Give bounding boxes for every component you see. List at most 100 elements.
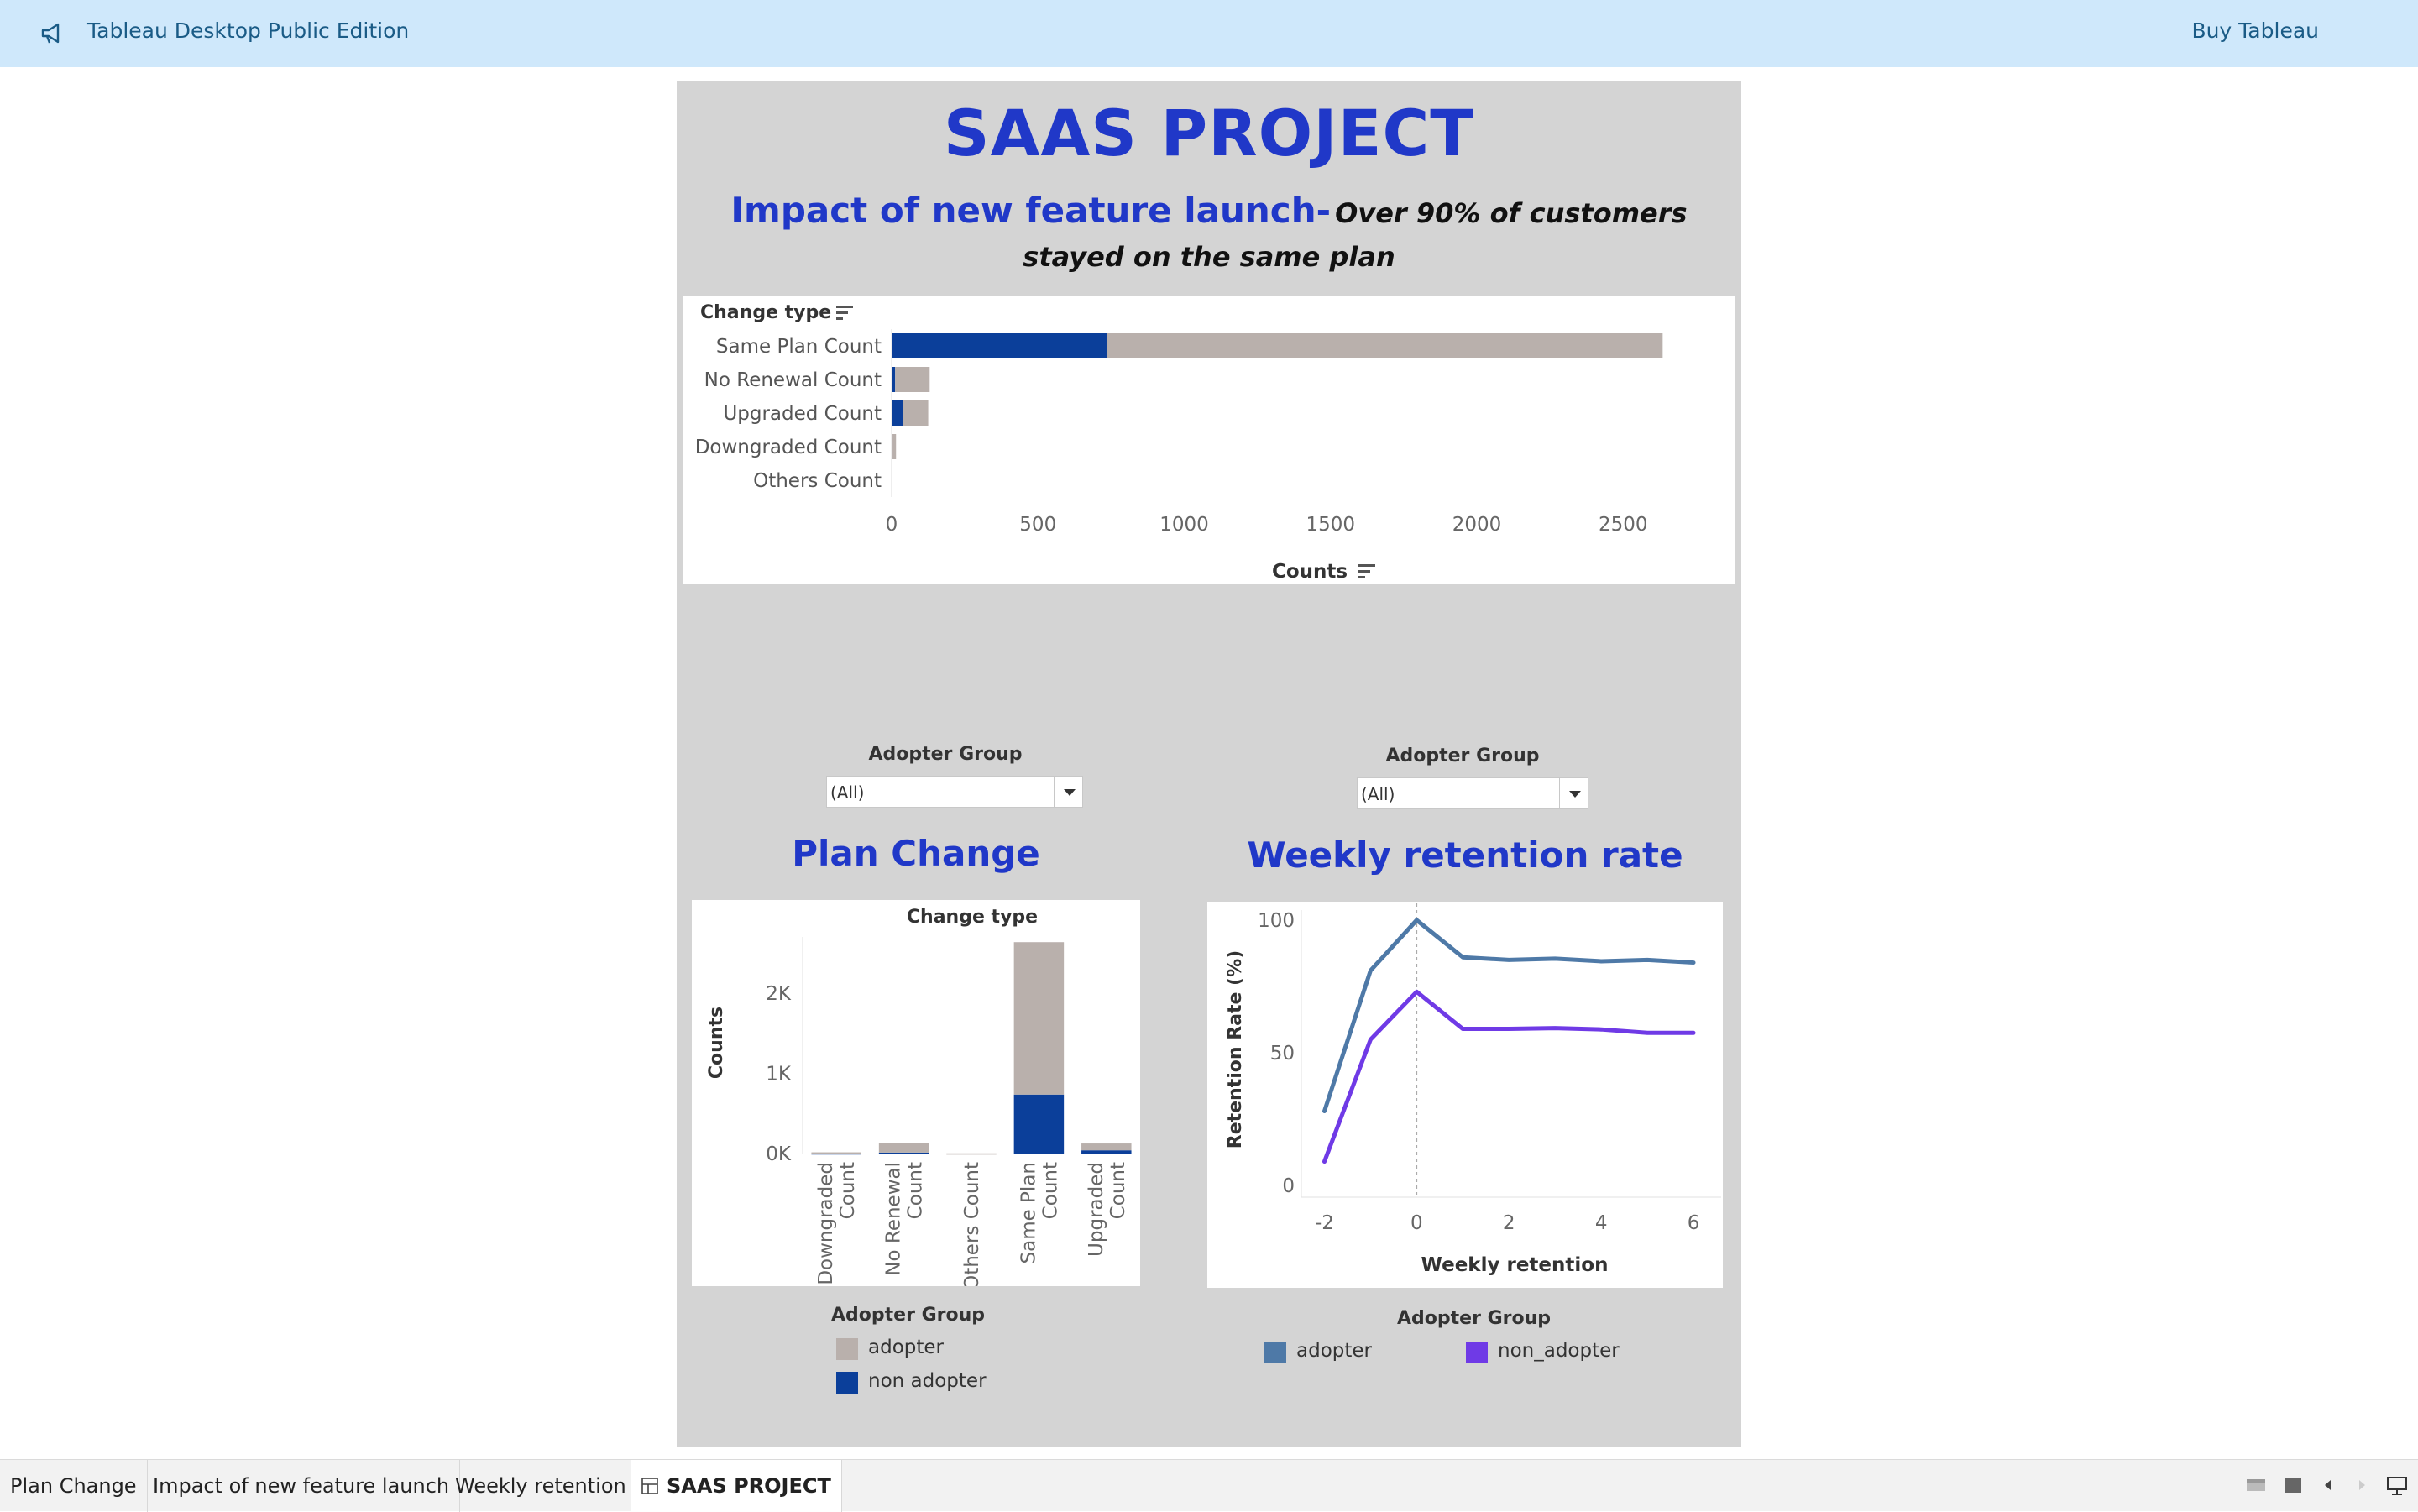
dashboard: SAAS PROJECT Impact of new feature launc… (677, 81, 1741, 1447)
bar-adopter-downgraded-count[interactable] (811, 1152, 861, 1154)
tab-label: Impact of new feature launch (153, 1474, 450, 1498)
bar-adopter-same-plan-count[interactable] (1107, 333, 1663, 358)
presentation-icon[interactable] (2386, 1474, 2408, 1496)
tab-plan-change[interactable]: Plan Change (0, 1460, 148, 1512)
sheet-tab-bar: Plan Change Impact of new feature launch… (0, 1459, 2418, 1512)
weekly-retention-axis-label: Weekly retention (1421, 1254, 1609, 1276)
category-label-no-renewal-count: No Renewal Count (704, 369, 882, 391)
legend-swatch (836, 1338, 858, 1360)
dropdown-value: (All) (1361, 784, 1395, 804)
category-label-line: Count (1039, 1162, 1061, 1219)
app-title: Tableau Desktop Public Edition (87, 18, 410, 43)
sort-icon[interactable] (836, 306, 853, 320)
category-label-line: Same Plan (1018, 1162, 1039, 1264)
weekly-retention-line-chart[interactable]: Retention Rate (%) 0 50 100 -2 0 2 4 6 Weekly … (1207, 902, 1723, 1288)
series-line-non-adopter[interactable] (1322, 989, 1696, 1164)
adopter-group-dropdown[interactable]: (All) (826, 776, 1083, 808)
y-tick-label: 1K (766, 1063, 792, 1085)
impact-bar-chart[interactable]: Change type Same Plan Count No Renewal Co… (683, 296, 1735, 584)
chevron-down-icon[interactable] (1559, 778, 1588, 808)
bar-non-adopter-upgraded-count[interactable] (1081, 1150, 1132, 1154)
legend-label: adopter (1296, 1340, 1372, 1362)
legend-item-adopter[interactable]: adopter (1264, 1340, 1432, 1363)
category-label-line: Count (1107, 1162, 1129, 1219)
tab-weekly-retention[interactable]: Weekly retention (445, 1460, 637, 1512)
sheet-icon[interactable] (2282, 1474, 2304, 1496)
y-tick-label: 0 (1282, 1175, 1295, 1197)
y-tick-label: 100 (1258, 910, 1295, 932)
impact-chart-panel[interactable]: Change type Same Plan Count No Renewal Co… (683, 296, 1735, 584)
bar-adopter-no-renewal-count[interactable] (895, 367, 930, 392)
counts-axis-label: Counts (706, 1007, 727, 1079)
bar-non-adopter-no-renewal-count[interactable] (892, 367, 896, 392)
chevron-down-icon[interactable] (1054, 777, 1082, 807)
x-tick-label: 2000 (1452, 514, 1502, 536)
x-tick-label: 0 (886, 514, 898, 536)
category-label-upgraded-count: Upgraded Count (723, 403, 882, 425)
weekly-legend-title: Adopter Group (1397, 1308, 1552, 1329)
category-label-same-plan-count: Same Plan Count (716, 336, 882, 358)
plan-change-title: Plan Change (792, 833, 1040, 874)
legend-swatch (1264, 1342, 1286, 1363)
category-label-line: Upgraded (1086, 1162, 1107, 1257)
legend-label: non_adopter (1498, 1340, 1620, 1362)
megaphone-icon[interactable] (40, 22, 65, 45)
x-tick-label: 2 (1503, 1212, 1515, 1234)
tab-label: Weekly retention (455, 1474, 626, 1498)
category-label-downgraded-count: Downgraded Count (695, 437, 882, 458)
category-label-downgraded-count: Downgraded Count (815, 1162, 859, 1285)
bar-non-adopter-upgraded-count[interactable] (892, 400, 903, 426)
dashboard-subtitle: Impact of new feature launch- Over 90% o… (677, 191, 1741, 281)
bar-adopter-upgraded-count[interactable] (1081, 1143, 1132, 1151)
change-type-header: Change type (907, 907, 1038, 928)
tab-saas-project[interactable]: SAAS PROJECT (631, 1460, 842, 1512)
subtitle-note: Over 90% of customers stayed on the same… (1023, 197, 1688, 273)
weekly-retention-title: Weekly retention rate (1247, 834, 1683, 876)
x-tick-label: 1500 (1306, 514, 1356, 536)
y-tick-label: 50 (1270, 1043, 1295, 1065)
series-line-adopter[interactable] (1322, 918, 1696, 1114)
retention-rate-axis-label: Retention Rate (%) (1225, 950, 1246, 1149)
next-icon[interactable] (2351, 1474, 2373, 1496)
buy-tableau-link[interactable]: Buy Tableau (2191, 18, 2319, 43)
bar-non-adopter-downgraded-count[interactable] (811, 1153, 861, 1155)
adopter-group-dropdown[interactable]: (All) (1357, 777, 1588, 809)
bar-adopter-no-renewal-count[interactable] (878, 1143, 929, 1153)
legend-item-non-adopter[interactable]: non_adopter (1466, 1340, 1651, 1363)
layout-icon[interactable] (2245, 1474, 2267, 1496)
legend-item-adopter[interactable]: adopter (836, 1337, 1021, 1360)
dashboard-icon (641, 1478, 658, 1494)
bar-adopter-upgraded-count[interactable] (903, 400, 929, 426)
category-label-line: Others Count (961, 1162, 983, 1286)
x-tick-label: -2 (1315, 1212, 1334, 1234)
weekly-retention-panel[interactable]: Retention Rate (%) 0 50 100 -2 0 2 4 6 Weekly … (1207, 902, 1723, 1288)
bar-non-adopter-no-renewal-count[interactable] (878, 1152, 929, 1154)
bar-adopter-downgraded-count[interactable] (892, 434, 897, 459)
category-label-others-count: Others Count (753, 470, 882, 492)
adopter-group-filter-label: Adopter Group (868, 744, 1023, 765)
bar-adopter-same-plan-count[interactable] (1013, 942, 1065, 1095)
counts-axis-label: Counts (1272, 561, 1348, 583)
prev-icon[interactable] (2317, 1474, 2339, 1496)
legend-item-non-adopter[interactable]: non adopter (836, 1370, 1021, 1394)
bar-non-adopter-same-plan-count[interactable] (1013, 1094, 1065, 1154)
tab-label: SAAS PROJECT (667, 1474, 831, 1498)
category-label-line: Count (837, 1162, 859, 1219)
y-tick-label: 0K (766, 1143, 792, 1165)
tab-label: Plan Change (10, 1474, 137, 1498)
bar-non-adopter-same-plan-count[interactable] (892, 333, 1107, 358)
sort-icon[interactable] (1358, 564, 1375, 578)
plan-change-panel[interactable]: Change type Counts 0K 1K 2K Downgraded Coun… (692, 900, 1140, 1290)
category-label-others-count: Others Count (961, 1162, 983, 1290)
tab-impact-of-new-feature-launch[interactable]: Impact of new feature launch (143, 1460, 461, 1512)
x-tick-label: 4 (1595, 1212, 1608, 1234)
subtitle-heading: Impact of new feature launch- (730, 190, 1332, 231)
x-tick-label: 6 (1688, 1212, 1700, 1234)
x-tick-label: 2500 (1599, 514, 1648, 536)
legend-label: non adopter (868, 1370, 987, 1392)
legend-swatch (1466, 1342, 1488, 1363)
bar-adopter-others-count[interactable] (946, 1153, 997, 1155)
top-banner: Tableau Desktop Public Edition Buy Table… (0, 0, 2418, 67)
dropdown-value: (All) (830, 782, 865, 803)
